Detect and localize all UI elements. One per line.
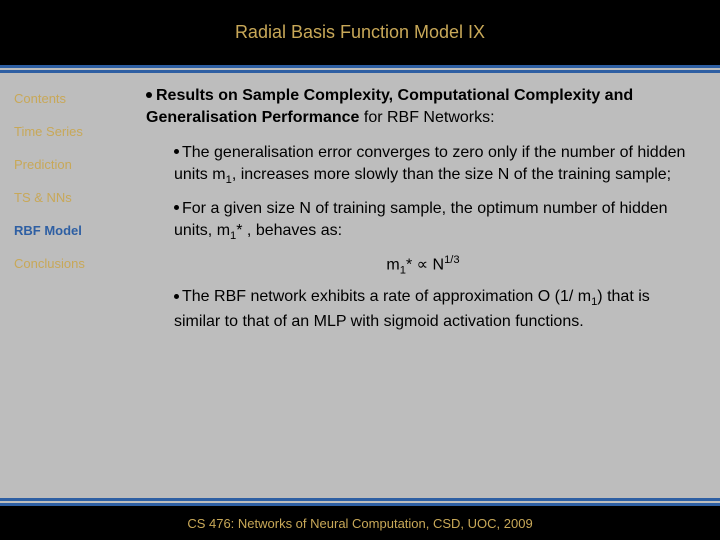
point3-pre: The RBF network exhibits a rate of appro… bbox=[182, 288, 591, 305]
bullet-icon bbox=[174, 149, 179, 154]
header-bar: Radial Basis Function Model IX bbox=[0, 0, 720, 68]
page-title: Radial Basis Function Model IX bbox=[235, 22, 485, 43]
bullet-icon bbox=[146, 92, 152, 98]
main-region: Contents Time Series Prediction TS & NNs… bbox=[0, 73, 720, 493]
sidebar: Contents Time Series Prediction TS & NNs… bbox=[0, 73, 130, 493]
lead-paragraph: Results on Sample Complexity, Computatio… bbox=[146, 85, 700, 128]
formula-lhs-base: m bbox=[386, 256, 399, 273]
sidebar-item-time-series[interactable]: Time Series bbox=[14, 124, 130, 139]
lead-tail: for RBF Networks: bbox=[359, 109, 494, 126]
footer-bar: CS 476: Networks of Neural Computation, … bbox=[0, 506, 720, 540]
bullet-point-1: The generalisation error converges to ze… bbox=[174, 142, 700, 188]
sidebar-item-rbf-model[interactable]: RBF Model bbox=[14, 223, 130, 238]
sidebar-item-contents[interactable]: Contents bbox=[14, 91, 130, 106]
point2-mid: * , behaves as: bbox=[236, 222, 342, 239]
footer-text: CS 476: Networks of Neural Computation, … bbox=[187, 516, 532, 531]
content-region: Results on Sample Complexity, Computatio… bbox=[130, 73, 720, 493]
sidebar-item-ts-nns[interactable]: TS & NNs bbox=[14, 190, 130, 205]
formula: m1* ∝ N1/3 bbox=[146, 254, 700, 277]
footer: CS 476: Networks of Neural Computation, … bbox=[0, 498, 720, 540]
formula-rel: ∝ bbox=[412, 256, 432, 273]
bullet-point-3: The RBF network exhibits a rate of appro… bbox=[174, 286, 700, 332]
sidebar-item-prediction[interactable]: Prediction bbox=[14, 157, 130, 172]
point1-mid: , increases more slowly than the size N … bbox=[232, 166, 671, 183]
bullet-point-2: For a given size N of training sample, t… bbox=[174, 198, 700, 244]
formula-rhs-base: N bbox=[433, 256, 445, 273]
bullet-icon bbox=[174, 205, 179, 210]
bullet-icon bbox=[174, 294, 179, 299]
formula-rhs-sup: 1/3 bbox=[444, 254, 460, 266]
sidebar-item-conclusions[interactable]: Conclusions bbox=[14, 256, 130, 271]
